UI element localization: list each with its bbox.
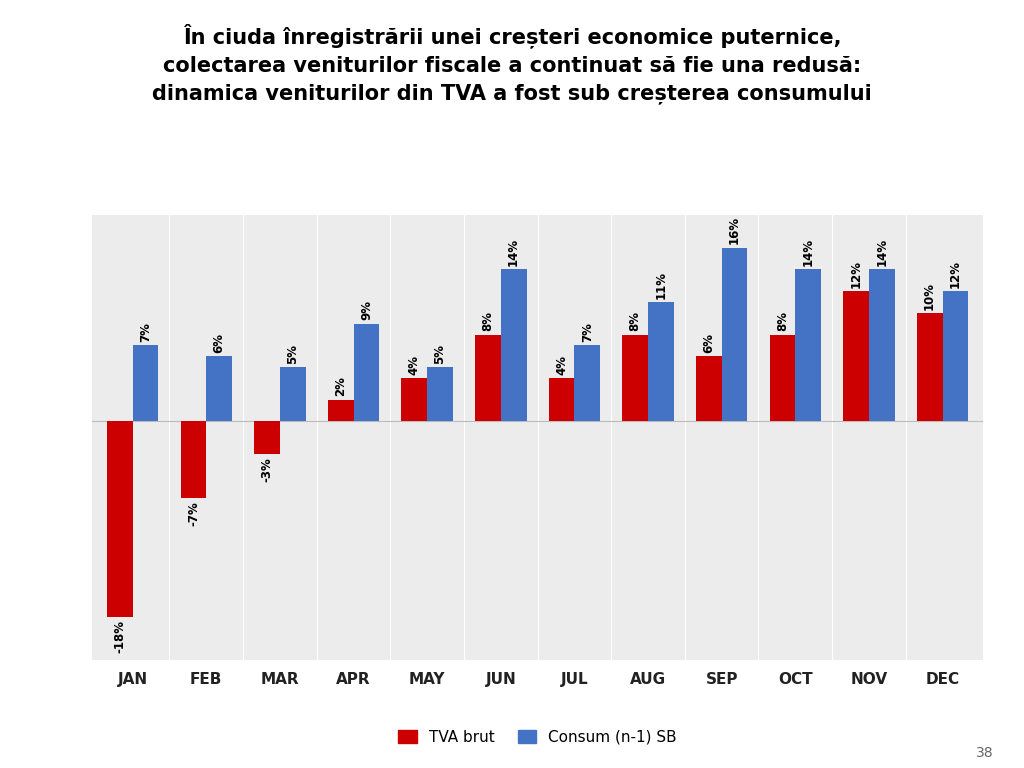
Bar bbox=[475, 335, 501, 422]
Bar bbox=[722, 247, 748, 422]
Bar bbox=[574, 346, 600, 422]
Legend: TVA brut, Consum (n-1) SB: TVA brut, Consum (n-1) SB bbox=[392, 723, 683, 751]
Bar bbox=[328, 399, 353, 422]
Text: 2%: 2% bbox=[334, 376, 347, 396]
Text: 8%: 8% bbox=[776, 311, 788, 331]
Text: 7%: 7% bbox=[139, 323, 152, 343]
Bar bbox=[843, 291, 869, 422]
Text: 5%: 5% bbox=[287, 344, 299, 364]
Text: 38: 38 bbox=[976, 746, 993, 760]
Text: 14%: 14% bbox=[802, 238, 815, 266]
Text: 4%: 4% bbox=[555, 355, 568, 375]
Text: 11%: 11% bbox=[654, 270, 668, 299]
Text: 4%: 4% bbox=[408, 355, 421, 375]
Bar bbox=[916, 313, 942, 422]
Text: 6%: 6% bbox=[213, 333, 225, 353]
Text: -7%: -7% bbox=[187, 501, 200, 525]
Text: 10%: 10% bbox=[924, 282, 936, 310]
Bar bbox=[623, 335, 648, 422]
Text: 14%: 14% bbox=[507, 238, 520, 266]
Bar bbox=[353, 323, 379, 422]
Bar bbox=[696, 356, 722, 422]
Text: 7%: 7% bbox=[581, 323, 594, 343]
Text: 12%: 12% bbox=[949, 260, 962, 288]
Text: 14%: 14% bbox=[876, 238, 888, 266]
Bar bbox=[549, 378, 574, 422]
Bar bbox=[796, 270, 821, 422]
Text: -18%: -18% bbox=[114, 621, 126, 654]
Bar bbox=[133, 346, 159, 422]
Bar bbox=[427, 367, 453, 422]
Bar bbox=[501, 270, 526, 422]
Bar bbox=[869, 270, 895, 422]
Text: 9%: 9% bbox=[359, 300, 373, 320]
Text: 16%: 16% bbox=[728, 217, 741, 244]
Text: 6%: 6% bbox=[702, 333, 716, 353]
Bar bbox=[254, 422, 280, 454]
Text: 8%: 8% bbox=[481, 311, 495, 331]
Text: -3%: -3% bbox=[260, 457, 273, 482]
Text: 12%: 12% bbox=[850, 260, 862, 288]
Bar bbox=[401, 378, 427, 422]
Bar bbox=[106, 422, 133, 617]
Bar bbox=[180, 422, 206, 498]
Text: În ciuda înregistrării unei creșteri economice puternice,
colectarea veniturilor: În ciuda înregistrării unei creșteri eco… bbox=[153, 23, 871, 104]
Text: 5%: 5% bbox=[433, 344, 446, 364]
Bar bbox=[206, 356, 232, 422]
Bar bbox=[648, 302, 674, 422]
Bar bbox=[769, 335, 796, 422]
Bar bbox=[280, 367, 306, 422]
Text: 8%: 8% bbox=[629, 311, 642, 331]
Bar bbox=[942, 291, 969, 422]
